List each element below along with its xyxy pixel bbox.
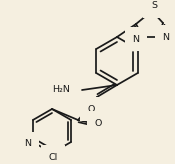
Text: N: N	[25, 140, 32, 148]
Text: S: S	[151, 1, 157, 10]
Text: O: O	[87, 104, 95, 113]
Text: Cl: Cl	[48, 153, 58, 162]
Text: N: N	[163, 32, 170, 41]
Text: O: O	[94, 119, 102, 127]
Text: H₂N: H₂N	[52, 85, 70, 94]
Text: N: N	[132, 34, 139, 43]
